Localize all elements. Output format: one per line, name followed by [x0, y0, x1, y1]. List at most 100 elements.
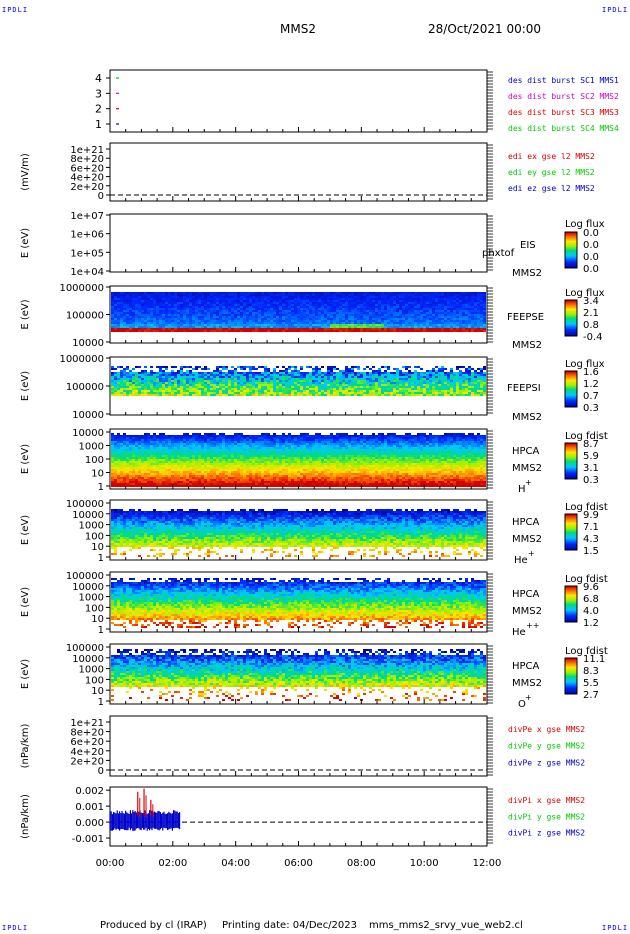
colorbar-cell	[565, 304, 577, 306]
spectrogram-cell	[189, 306, 192, 308]
spectrogram-cell	[123, 322, 126, 324]
spectrogram-cell	[186, 302, 189, 304]
spectrogram-cell	[417, 312, 420, 314]
spectrogram-cell	[141, 469, 144, 471]
spectrogram-cell	[129, 485, 132, 487]
spectrogram-cell	[465, 314, 468, 316]
spectrogram-cell	[450, 394, 453, 396]
spectrogram-cell	[288, 318, 291, 320]
spectrogram-cell	[159, 320, 162, 322]
spectrogram-cell	[249, 322, 252, 324]
spectrogram-cell	[159, 292, 162, 294]
spectrogram-cell	[351, 370, 354, 372]
spectrogram-cell	[144, 475, 147, 477]
spectrogram-cell	[471, 330, 474, 332]
spectrogram-cell	[474, 376, 477, 378]
spectrogram-cell	[138, 453, 141, 455]
spectrogram-cell	[150, 390, 153, 392]
spectrogram-cell	[186, 382, 189, 384]
spectrogram-cell	[249, 294, 252, 296]
spectrogram-cell	[111, 322, 114, 324]
spectrogram-cell	[201, 376, 204, 378]
spectrogram-cell	[339, 386, 342, 388]
spectrogram-cell	[222, 374, 225, 376]
spectrogram-cell	[468, 328, 471, 330]
spectrogram-cell	[147, 386, 150, 388]
spectrogram-cell	[144, 370, 147, 372]
spectrogram-cell	[123, 384, 126, 386]
spectrogram-cell	[387, 298, 390, 300]
spectrogram-cell	[234, 368, 237, 370]
spectrogram-cell	[315, 378, 318, 380]
spectrogram-cell	[171, 386, 174, 388]
spectrogram-cell	[354, 322, 357, 324]
spectrogram-cell	[216, 322, 219, 324]
spectrogram-cell	[138, 292, 141, 294]
spectrogram-cell	[261, 384, 264, 386]
spectrogram-cell	[375, 298, 378, 300]
spectrogram-cell	[459, 292, 462, 294]
spectrogram-cell	[138, 469, 141, 471]
spectrogram-cell	[345, 386, 348, 388]
spectrogram-cell	[219, 394, 222, 396]
spectrogram-cell	[483, 328, 486, 330]
spectrogram-cell	[255, 384, 258, 386]
spectrogram-cell	[324, 372, 327, 374]
spectrogram-cell	[300, 328, 303, 330]
spectrogram-cell	[213, 392, 216, 394]
spectrogram-cell	[147, 459, 150, 461]
spectrogram-cell	[306, 292, 309, 294]
spectrogram-cell	[222, 308, 225, 310]
spectrogram-cell	[435, 328, 438, 330]
spectrogram-cell	[321, 330, 324, 332]
spectrogram-cell	[261, 320, 264, 322]
spectrogram-cell	[213, 324, 216, 326]
spectrogram-cell	[144, 320, 147, 322]
spectrogram-cell	[150, 302, 153, 304]
spectrogram-cell	[255, 376, 258, 378]
spectrogram-cell	[333, 304, 336, 306]
spectrogram-cell	[426, 318, 429, 320]
spectrogram-cell	[450, 324, 453, 326]
spectrogram-cell	[210, 386, 213, 388]
spectrogram-cell	[480, 324, 483, 326]
spectrogram-cell	[330, 330, 333, 332]
spectrogram-cell	[195, 294, 198, 296]
spectrogram-cell	[126, 316, 129, 318]
spectrogram-cell	[270, 384, 273, 386]
spectrogram-cell	[273, 308, 276, 310]
spectrogram-cell	[285, 368, 288, 370]
spectrogram-cell	[264, 292, 267, 294]
spectrogram-cell	[441, 300, 444, 302]
spectrogram-cell	[123, 461, 126, 463]
spectrogram-cell	[339, 330, 342, 332]
spectrogram-cell	[444, 294, 447, 296]
spectrogram-cell	[417, 322, 420, 324]
spectrogram-cell	[144, 294, 147, 296]
spectrogram-cell	[318, 296, 321, 298]
spectrogram-cell	[399, 390, 402, 392]
spectrogram-cell	[315, 298, 318, 300]
spectrogram-cell	[246, 376, 249, 378]
spectrogram-cell	[312, 390, 315, 392]
spectrogram-cell	[204, 292, 207, 294]
spectrogram-cell	[336, 324, 339, 326]
spectrogram-cell	[192, 324, 195, 326]
spectrogram-cell	[432, 318, 435, 320]
spectrogram-cell	[351, 310, 354, 312]
spectrogram-cell	[246, 320, 249, 322]
spectrogram-cell	[297, 378, 300, 380]
spectrogram-cell	[417, 314, 420, 316]
spectrogram-cell	[159, 372, 162, 374]
spectrogram-cell	[162, 320, 165, 322]
spectrogram-cell	[207, 380, 210, 382]
spectrogram-cell	[111, 437, 114, 439]
spectrogram-cell	[252, 372, 255, 374]
spectrogram-cell	[138, 320, 141, 322]
spectrogram-cell	[417, 394, 420, 396]
spectrogram-cell	[414, 300, 417, 302]
spectrogram-cell	[228, 316, 231, 318]
spectrogram-cell	[213, 302, 216, 304]
spectrogram-cell	[201, 316, 204, 318]
spectrogram-cell	[183, 310, 186, 312]
